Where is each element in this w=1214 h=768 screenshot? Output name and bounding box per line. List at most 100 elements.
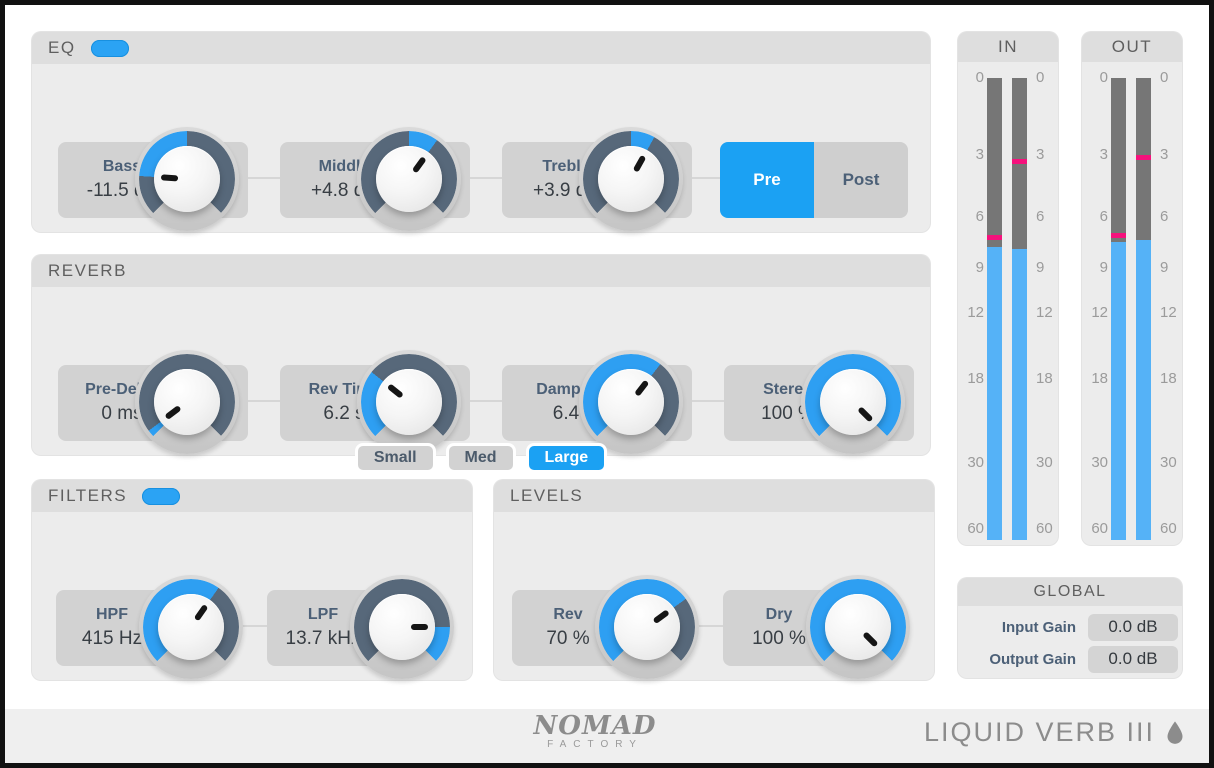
connector-line (92, 400, 862, 402)
knob[interactable] (357, 350, 461, 454)
knob[interactable] (135, 127, 239, 231)
meter-scale-label: 18 (967, 370, 984, 388)
knob-label: Rev (553, 606, 583, 623)
knob-cap (614, 594, 680, 660)
room-size-large-button[interactable]: Large (525, 443, 608, 473)
filters-title: FILTERS (48, 486, 128, 505)
knob-label: HPF (96, 606, 128, 623)
connector-line (529, 625, 879, 627)
meter-level-fill (1111, 242, 1126, 540)
knob[interactable] (357, 127, 461, 231)
output-gain-row: Output Gain 0.0 dB (958, 644, 1182, 674)
meter-scale-label: 3 (1036, 146, 1045, 164)
input-gain-row: Input Gain 0.0 dB (958, 612, 1182, 642)
knob-cap (376, 369, 442, 435)
knob-value: 13.7 kHz (285, 628, 361, 649)
output-gain-label: Output Gain (989, 650, 1076, 668)
filters-header: FILTERS (32, 480, 472, 512)
eq-enable-toggle[interactable] (90, 39, 129, 57)
knob-cap (376, 146, 442, 212)
knob-label: Treble (542, 158, 590, 175)
knob[interactable] (135, 350, 239, 454)
meter-level-fill (1012, 248, 1027, 540)
meter-scale-label: 18 (1091, 370, 1108, 388)
knob-label: Stereo (763, 381, 813, 398)
meter-peak-marker (1111, 233, 1126, 239)
knob[interactable] (595, 575, 699, 679)
knob-value: 70 % (546, 628, 590, 649)
meter-scale-label: 30 (1091, 453, 1108, 471)
eq-body: Bass -11.5 dB Middle +4.8 dB Treble +3.9… (32, 64, 930, 232)
meter-scale-label: 12 (967, 304, 984, 322)
brand-logo: NOMAD FACTORY (485, 713, 705, 750)
meter-peak-marker (987, 235, 1002, 241)
knob[interactable] (806, 575, 910, 679)
output-gain-field[interactable]: 0.0 dB (1088, 645, 1178, 673)
pre-button[interactable]: Pre (720, 142, 814, 218)
input-meter-body: 0 0 3 3 6 6 9 9 12 12 18 18 30 30 60 60 (958, 62, 1058, 545)
meter-scale-label: 3 (975, 146, 984, 164)
pre-post-switch: Pre Post (720, 142, 908, 218)
meter-scale-label: 3 (1160, 146, 1169, 164)
meter-peak-marker (1012, 159, 1027, 165)
filters-body: HPF 415 Hz LPF 13.7 kHz (32, 512, 472, 680)
meter-scale-label: 6 (1160, 208, 1169, 226)
knob-cap (820, 369, 886, 435)
meter-scale-label: 6 (1036, 208, 1045, 226)
knob[interactable] (579, 127, 683, 231)
output-meter-body: 0 0 3 3 6 6 9 9 12 12 18 18 30 30 60 60 (1082, 62, 1182, 545)
meter-scale-label: 18 (1036, 370, 1053, 388)
water-drop-icon (1167, 720, 1183, 744)
meter-scale-label: 0 (1099, 69, 1108, 86)
post-button[interactable]: Post (814, 142, 908, 218)
in-meter-bar-left (987, 78, 1002, 540)
levels-body: Rev 70 % Dry 100 % (494, 512, 934, 680)
room-size-switch: Small Med Large (32, 443, 930, 473)
meter-level-fill (987, 246, 1002, 540)
meter-scale-label: 30 (967, 453, 984, 471)
meter-scale-label: 9 (975, 258, 984, 276)
knob-label: Middle (318, 158, 370, 175)
input-gain-field[interactable]: 0.0 dB (1088, 613, 1178, 641)
knob-value: 6.2 s (323, 403, 365, 424)
knob[interactable] (350, 575, 454, 679)
knob[interactable] (139, 575, 243, 679)
meter-scale-label: 30 (1036, 453, 1053, 471)
eq-panel: EQ Bass -11.5 dB Middle +4.8 dB (32, 32, 930, 232)
meter-scale-label: 6 (975, 208, 984, 226)
room-size-small-button[interactable]: Small (354, 443, 436, 473)
reverb-header: REVERB (32, 255, 930, 287)
global-title: GLOBAL (1033, 583, 1107, 600)
meter-scale-label: 3 (1099, 146, 1108, 164)
levels-title: LEVELS (510, 486, 584, 505)
out-meter-bar-right (1136, 78, 1151, 540)
meter-scale-label: 12 (1036, 304, 1053, 322)
product-title-block: LIQUID VERB III (924, 717, 1185, 748)
room-size-med-button[interactable]: Med (445, 443, 516, 473)
meter-scale-label: 0 (1036, 69, 1045, 86)
knob-cap (154, 369, 220, 435)
knob-value: 6.4 (552, 403, 580, 424)
output-meter-title: OUT (1111, 37, 1153, 56)
brand-name: NOMAD (533, 711, 657, 741)
meter-scale-label: 60 (967, 519, 984, 537)
meter-scale-label: 0 (975, 69, 984, 86)
knob[interactable] (579, 350, 683, 454)
knob-cap (158, 594, 224, 660)
knob[interactable] (801, 350, 905, 454)
knob-cap (825, 594, 891, 660)
reverb-body: Pre-Delay 0 ms Rev Time 6.2 s Damper 6.4 (32, 287, 930, 455)
meter-scale-label: 6 (1099, 208, 1108, 226)
knob-value: 415 Hz (81, 628, 143, 649)
knob-label: Bass (102, 158, 142, 175)
knob-value: 100 % (752, 628, 806, 649)
filters-enable-toggle[interactable] (142, 487, 181, 505)
meter-scale-label: 60 (1160, 519, 1177, 537)
reverb-panel: REVERB Pre-Delay 0 ms Rev Time 6.2 s (32, 255, 930, 455)
output-meter: OUT 0 0 3 3 6 6 9 9 12 12 18 18 30 30 60 60 (1082, 32, 1182, 545)
meter-scale-label: 9 (1036, 258, 1045, 276)
output-meter-header: OUT (1082, 32, 1182, 62)
meter-scale-label: 12 (1091, 304, 1108, 322)
eq-header: EQ (32, 32, 930, 64)
input-meter-title: IN (998, 37, 1018, 56)
